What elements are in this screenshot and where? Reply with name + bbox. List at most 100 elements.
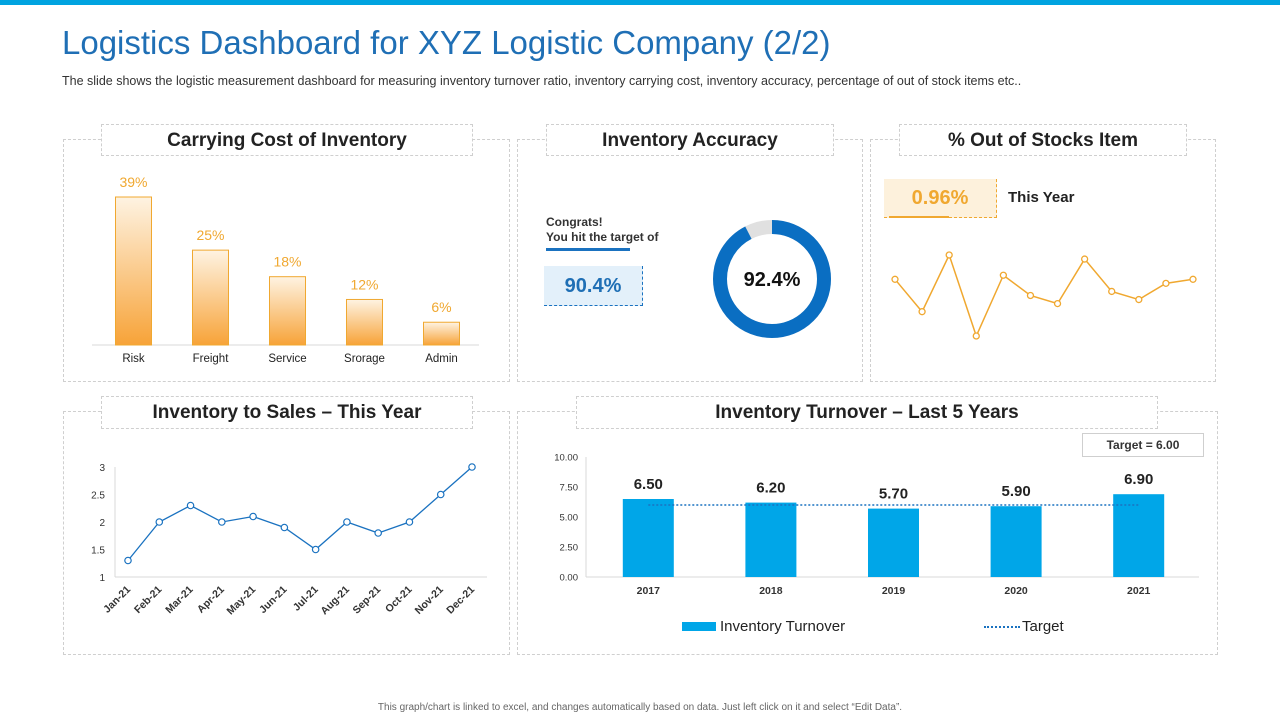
turnover-x-tick-label: 2021 xyxy=(1127,585,1151,597)
congrats-line-1: Congrats! xyxy=(546,215,603,229)
out-of-stock-underline xyxy=(889,216,949,218)
turnover-target-box: Target = 6.00 xyxy=(1082,433,1204,457)
sales-point xyxy=(124,556,132,565)
out-of-stock-point xyxy=(891,275,899,283)
sales-y-tick-label: 2 xyxy=(99,518,105,529)
sales-point xyxy=(311,545,320,554)
sales-point xyxy=(343,518,351,526)
out-of-stock-point xyxy=(1080,255,1089,263)
sales-point xyxy=(374,529,382,537)
out-of-stock-point xyxy=(1053,299,1062,308)
carrying-cost-data-label: 25% xyxy=(196,227,224,243)
carrying-cost-bar xyxy=(192,249,229,346)
sales-point xyxy=(249,512,257,521)
turnover-y-tick-label: 10.00 xyxy=(554,453,578,464)
turnover-data-label: 6.50 xyxy=(634,476,663,493)
carrying-cost-category-label: Freight xyxy=(193,353,230,365)
legend-bar-swatch xyxy=(682,622,716,631)
sales-y-tick-label: 3 xyxy=(99,463,105,474)
top-accent-bar xyxy=(0,0,1280,5)
carrying-cost-bar xyxy=(423,321,460,346)
out-of-stock-point xyxy=(1162,279,1170,288)
sales-y-tick-label: 2.5 xyxy=(91,491,105,502)
sales-x-tick-label: May-21 xyxy=(225,584,259,618)
out-of-stock-point xyxy=(1026,291,1035,300)
inventory-sales-title: Inventory to Sales – This Year xyxy=(101,396,473,429)
sales-point xyxy=(280,523,289,532)
out-of-stock-point xyxy=(1108,287,1116,296)
out-of-stock-point xyxy=(999,271,1008,279)
sales-line xyxy=(127,466,473,561)
sales-x-tick-label: Dec-21 xyxy=(444,584,477,617)
sales-x-tick-label: Feb-21 xyxy=(132,584,165,617)
turnover-data-label: 5.90 xyxy=(1001,483,1030,500)
sales-point xyxy=(155,518,164,526)
out-of-stock-label: This Year xyxy=(1008,189,1075,206)
sales-x-tick-label: Sep-21 xyxy=(350,584,383,617)
turnover-data-label: 6.90 xyxy=(1124,471,1153,488)
sales-x-tick-label: Jun-21 xyxy=(257,584,290,617)
carrying-cost-category-label: Srorage xyxy=(344,353,385,365)
sales-point xyxy=(436,490,445,499)
sales-point xyxy=(186,501,195,510)
carrying-cost-data-label: 12% xyxy=(350,276,378,292)
turnover-y-tick-label: 2.50 xyxy=(560,543,579,554)
carrying-cost-category-label: Service xyxy=(268,353,306,365)
turnover-data-label: 6.20 xyxy=(756,480,785,497)
turnover-title: Inventory Turnover – Last 5 Years xyxy=(576,396,1158,429)
accuracy-donut-center-label: 92.4% xyxy=(744,269,801,291)
turnover-y-tick-label: 5.00 xyxy=(560,513,579,524)
legend-target-swatch xyxy=(984,626,1020,628)
sales-x-tick-label: Aug-21 xyxy=(318,584,352,618)
out-of-stock-point xyxy=(1135,295,1143,304)
sales-x-tick-label: Jan-21 xyxy=(101,584,133,616)
carrying-cost-data-label: 6% xyxy=(431,299,451,315)
turnover-y-tick-label: 0.00 xyxy=(560,573,579,584)
sales-x-tick-label: Oct-21 xyxy=(383,584,415,616)
turnover-data-label: 5.70 xyxy=(879,486,908,503)
turnover-bar xyxy=(990,506,1042,577)
footer-note: This graph/chart is linked to excel, and… xyxy=(377,702,903,713)
congrats-line-2: You hit the target of xyxy=(546,230,659,244)
carrying-cost-bar xyxy=(269,276,306,346)
turnover-x-tick-label: 2018 xyxy=(759,585,783,597)
turnover-x-tick-label: 2017 xyxy=(637,585,661,597)
out-of-stock-value: 0.96% xyxy=(884,179,997,218)
carrying-cost-data-label: 39% xyxy=(119,174,147,190)
out-of-stock-point xyxy=(945,251,953,259)
carrying-cost-title: Carrying Cost of Inventory xyxy=(101,124,473,156)
accuracy-congrats-text: Congrats! You hit the target of xyxy=(546,215,658,245)
out-of-stock-title: % Out of Stocks Item xyxy=(899,124,1187,156)
turnover-x-tick-label: 2020 xyxy=(1004,585,1028,597)
legend-target-label: Target xyxy=(1022,618,1064,635)
sales-y-tick-label: 1 xyxy=(99,573,105,584)
out-of-stock-point xyxy=(1189,275,1197,283)
sales-point xyxy=(218,518,226,526)
out-of-stock-line xyxy=(894,253,1194,339)
carrying-cost-bar xyxy=(115,196,152,346)
sales-point xyxy=(405,518,414,526)
turnover-y-tick-label: 7.50 xyxy=(560,483,579,494)
turnover-bar xyxy=(745,502,797,577)
page-subtitle: The slide shows the logistic measurement… xyxy=(62,74,1022,88)
carrying-cost-bar xyxy=(346,298,383,346)
accuracy-donut-arc xyxy=(713,220,831,338)
carrying-cost-data-label: 18% xyxy=(273,254,301,270)
sales-x-tick-label: Nov-21 xyxy=(413,584,446,617)
accuracy-underline xyxy=(546,248,630,251)
sales-x-tick-label: Mar-21 xyxy=(163,584,196,617)
page-title: Logistics Dashboard for XYZ Logistic Com… xyxy=(62,24,831,61)
sales-x-tick-label: Apr-21 xyxy=(195,584,227,616)
turnover-x-tick-label: 2019 xyxy=(882,585,906,597)
sales-y-tick-label: 1.5 xyxy=(91,546,105,557)
accuracy-title: Inventory Accuracy xyxy=(546,124,834,156)
sales-point xyxy=(468,463,476,471)
out-of-stock-point xyxy=(918,308,926,316)
turnover-bar xyxy=(622,499,674,577)
turnover-bar xyxy=(868,508,919,577)
accuracy-target-value: 90.4% xyxy=(544,266,643,306)
legend-bar-label: Inventory Turnover xyxy=(720,618,846,635)
carrying-cost-category-label: Admin xyxy=(425,353,458,365)
sales-x-tick-label: Jul-21 xyxy=(291,584,321,614)
